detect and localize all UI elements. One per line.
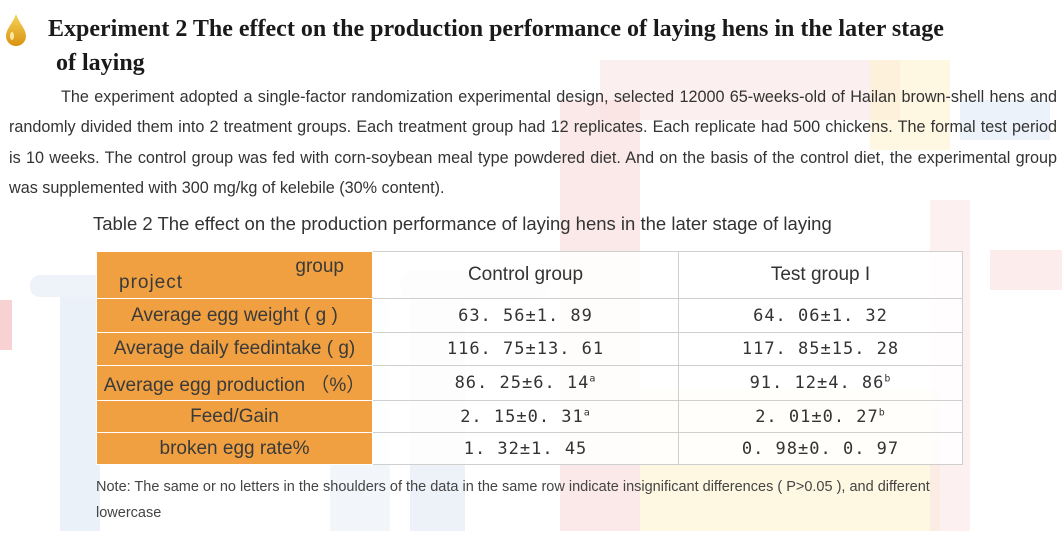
description-text: The experiment adopted a single-factor r…	[9, 88, 1057, 197]
heading-line-2: of laying	[56, 50, 145, 76]
table-row: Average egg weight ( g ) 63. 56±1. 89 64…	[96, 298, 963, 333]
corner-group-label: group	[295, 256, 344, 277]
row-label: Average daily feedintake ( g)	[96, 332, 373, 366]
performance-table: group project Control group Test group I…	[96, 251, 963, 465]
control-value: 116. 75±13. 61	[372, 332, 679, 366]
oil-drop-icon	[6, 14, 26, 46]
header-test-group: Test group I	[678, 251, 963, 299]
row-label: Feed/Gain	[96, 400, 373, 433]
control-value: 1. 32±1. 45	[372, 432, 679, 465]
header-control-group: Control group	[372, 251, 679, 299]
table-row: Feed/Gain 2. 15±0. 31a 2. 01±0. 27b	[96, 400, 963, 433]
table-note: Note: The same or no letters in the shou…	[96, 479, 930, 521]
table-row: broken egg rate% 1. 32±1. 45 0. 98±0. 0.…	[96, 432, 963, 465]
test-value: 0. 98±0. 0. 97	[678, 432, 963, 465]
table-caption: Table 2 The effect on the production per…	[93, 213, 832, 234]
test-value: 2. 01±0. 27b	[678, 400, 963, 433]
row-label: Average egg production （%）	[96, 365, 373, 401]
diagonal-line	[97, 252, 373, 298]
control-value: 86. 25±6. 14a	[372, 365, 679, 401]
test-value: 64. 06±1. 32	[678, 298, 963, 333]
section-heading: Experiment 2 The effect on the productio…	[48, 12, 1048, 80]
control-value: 63. 56±1. 89	[372, 298, 679, 333]
row-label: Average egg weight ( g )	[96, 298, 373, 333]
table-header-row: group project Control group Test group I	[96, 251, 963, 299]
test-value: 117. 85±15. 28	[678, 332, 963, 366]
table-row: Average daily feedintake ( g) 116. 75±13…	[96, 332, 963, 366]
heading-line-1: Experiment 2 The effect on the productio…	[48, 16, 944, 42]
control-value: 2. 15±0. 31a	[372, 400, 679, 433]
corner-project-label: project	[119, 272, 184, 293]
test-value: 91. 12±4. 86b	[678, 365, 963, 401]
corner-cell: group project	[96, 251, 373, 299]
experiment-description: The experiment adopted a single-factor r…	[9, 82, 1057, 203]
table-row: Average egg production （%） 86. 25±6. 14a…	[96, 365, 963, 401]
row-label: broken egg rate%	[96, 432, 373, 465]
